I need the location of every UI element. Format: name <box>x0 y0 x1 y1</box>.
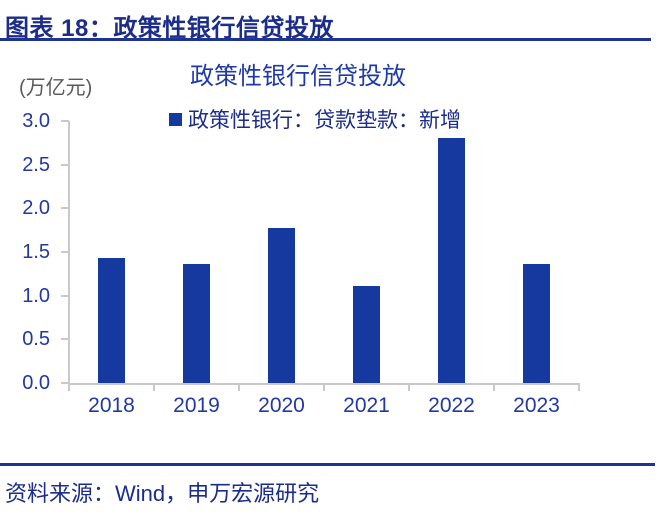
figure-caption: 图表 18：政策性银行信贷投放 <box>5 15 334 42</box>
header-underline <box>0 38 651 41</box>
y-tick-label: 1.5 <box>22 241 50 263</box>
x-tick-mark <box>323 383 325 391</box>
legend-swatch-icon <box>169 112 182 126</box>
y-tick-label: 0.0 <box>22 372 50 394</box>
y-tick-label: 3.0 <box>22 110 50 132</box>
y-axis-line <box>68 121 70 383</box>
y-tick-mark <box>61 251 69 253</box>
y-tick-mark <box>61 382 69 384</box>
y-tick-label: 2.0 <box>22 197 50 220</box>
source-note: 资料来源：Wind，申万宏源研究 <box>5 481 320 506</box>
x-tick-label: 2021 <box>343 394 390 417</box>
y-axis-unit-label: (万亿元) <box>19 77 93 99</box>
legend-label: 政策性银行：贷款垫款：新增 <box>188 109 461 132</box>
x-tick-label: 2023 <box>513 394 560 417</box>
x-tick-mark <box>578 383 580 391</box>
bar-2021 <box>353 286 380 383</box>
bar-2019 <box>183 264 210 383</box>
x-tick-mark <box>408 383 410 391</box>
chart-title: 政策性银行信贷投放 <box>190 63 406 90</box>
x-tick-mark <box>238 383 240 391</box>
y-tick-mark <box>61 338 69 341</box>
footer-divider <box>0 463 655 466</box>
x-tick-label: 2022 <box>428 394 475 417</box>
y-tick-mark <box>61 294 69 297</box>
chart-legend: 政策性银行：贷款垫款：新增 <box>169 106 461 132</box>
bar-2018 <box>98 258 125 383</box>
x-tick-mark <box>493 383 495 391</box>
y-tick-mark <box>61 163 69 166</box>
x-tick-label: 2020 <box>258 394 305 417</box>
x-tick-mark <box>153 383 155 391</box>
chart-area: (万亿元) 政策性银行信贷投放 政策性银行：贷款垫款：新增 0.0 0.5 1.0 1… <box>0 40 660 463</box>
y-tick-mark <box>61 207 69 210</box>
bar-2020 <box>268 227 295 383</box>
y-tick-mark <box>61 120 69 122</box>
bar-2022 <box>438 138 465 383</box>
bar-2023 <box>523 264 550 383</box>
y-tick-label: 1.0 <box>22 284 50 307</box>
y-tick-label: 0.5 <box>22 328 50 351</box>
y-tick-label: 2.5 <box>22 153 50 176</box>
x-tick-mark <box>68 383 70 391</box>
x-tick-label: 2018 <box>88 394 135 417</box>
x-tick-label: 2019 <box>173 394 220 417</box>
